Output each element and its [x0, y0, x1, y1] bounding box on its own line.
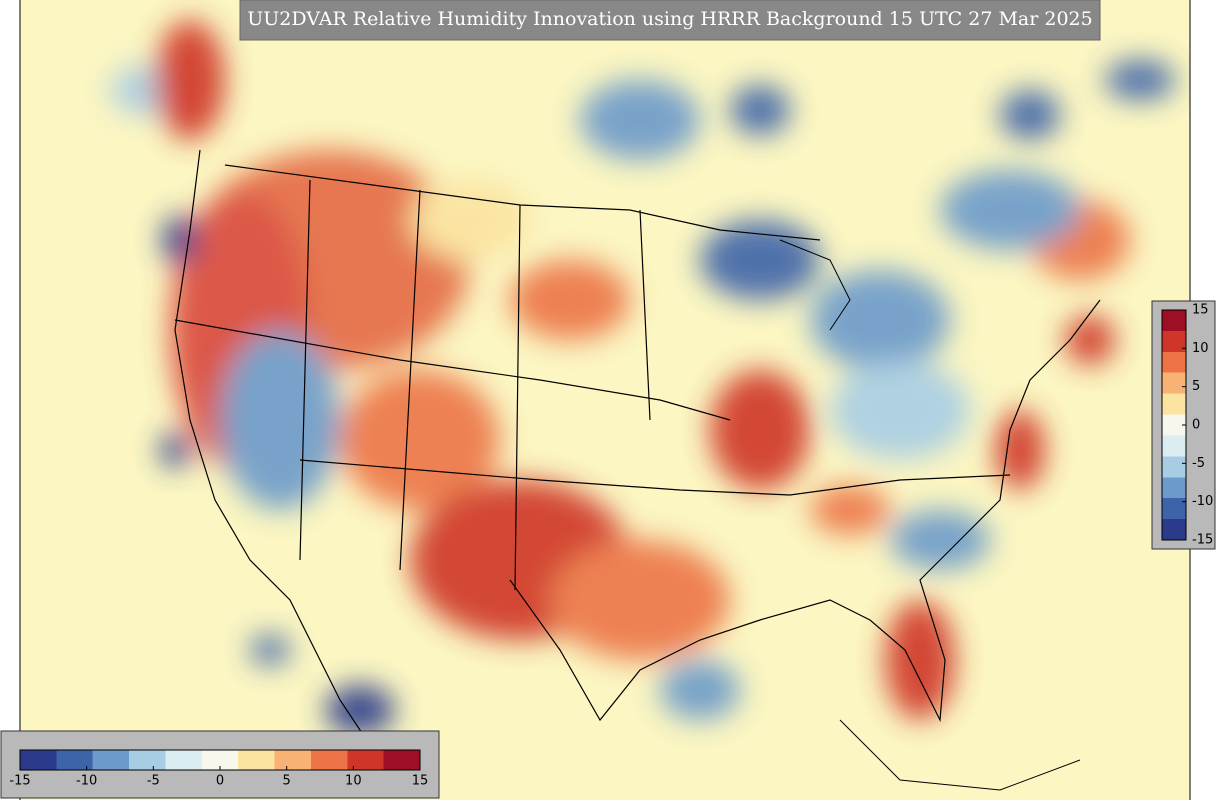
map-title: UU2DVAR Relative Humidity Innovation usi… — [247, 8, 1092, 30]
colorbar-tick-label: -5 — [1192, 456, 1205, 471]
colorbar-tick-label: 5 — [1192, 379, 1200, 394]
map — [20, 0, 1190, 800]
colorbar-tick-label: 15 — [1192, 303, 1209, 318]
colorbar-tick-label: -15 — [1192, 533, 1213, 548]
colorbar-tick-label: -5 — [147, 774, 160, 789]
colorbar-tick-label: 10 — [1192, 341, 1209, 356]
colorbar-tick-label: 10 — [345, 774, 362, 789]
colorbar-tick-label: 0 — [1192, 418, 1200, 433]
colorbar-tick-label: 15 — [412, 774, 429, 789]
colorbar-horizontal: -15 -10 -5 0 5 10 15 — [0, 730, 440, 799]
title-box — [239, 0, 1101, 41]
colorbar-tick-label: 0 — [216, 774, 224, 789]
colorbar-vertical: -15 -10 -5 0 5 10 15 — [1151, 300, 1216, 550]
colorbar-tick-label: 5 — [283, 774, 291, 789]
colorbar-tick-label: -10 — [76, 774, 97, 789]
colorbar-tick-label: -15 — [9, 774, 30, 789]
colorbar-tick-label: -10 — [1192, 494, 1213, 509]
